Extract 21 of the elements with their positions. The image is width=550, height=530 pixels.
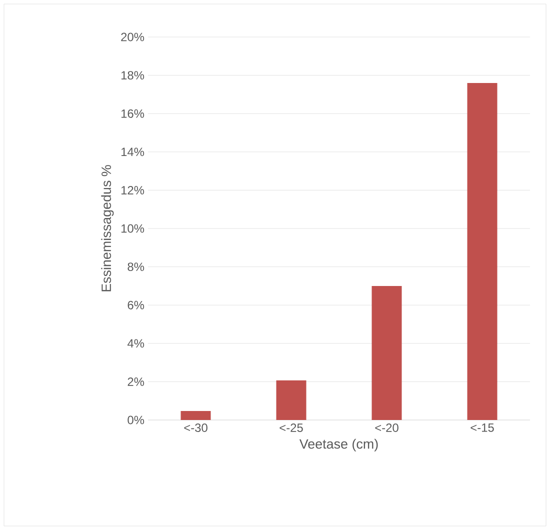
y-tick-label: 12% [121,186,144,194]
bar [276,380,306,420]
bar [180,411,211,420]
y-tick-label: 10% [121,224,144,233]
y-tick-label: 6% [128,300,144,310]
y-tick-label: 16% [121,109,144,118]
y-tick-label: 4% [127,339,144,348]
y-tick-label: 18% [121,71,144,80]
y-axis-title: Essinemissagedus % [101,165,114,292]
bar [467,82,498,420]
y-tick-label: 8% [128,262,144,272]
y-tick-label: 2% [128,377,144,386]
x-tick-label: <-15 [470,424,494,432]
x-tick-label: <-30 [184,424,208,432]
y-tick-label: 14% [121,148,144,156]
x-tick-label: <-20 [375,424,398,432]
x-tick-label: <-25 [280,424,303,432]
y-tick-label: 0% [128,416,144,424]
y-tick-label: 20% [121,32,144,42]
bar [372,286,402,420]
x-axis-title: Veetase (cm) [299,438,378,452]
